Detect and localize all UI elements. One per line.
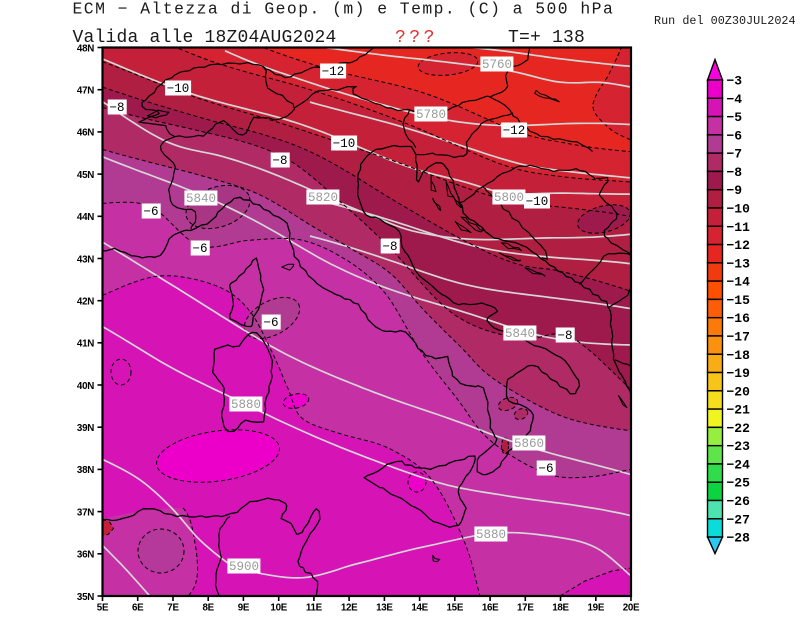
svg-text:−12: −12 bbox=[322, 65, 345, 79]
svg-text:17E: 17E bbox=[517, 603, 534, 614]
svg-text:−19: −19 bbox=[727, 366, 751, 381]
svg-text:5900: 5900 bbox=[229, 560, 259, 574]
svg-text:43N: 43N bbox=[77, 254, 94, 265]
svg-text:39N: 39N bbox=[77, 423, 94, 434]
svg-text:−24: −24 bbox=[727, 457, 751, 472]
svg-text:14E: 14E bbox=[411, 603, 428, 614]
svg-text:6E: 6E bbox=[132, 603, 144, 614]
svg-text:−9: −9 bbox=[727, 183, 743, 198]
svg-text:−8: −8 bbox=[557, 329, 572, 343]
svg-text:−28: −28 bbox=[727, 531, 751, 546]
svg-text:36N: 36N bbox=[77, 550, 94, 561]
svg-text:5880: 5880 bbox=[231, 398, 261, 412]
svg-text:−20: −20 bbox=[727, 384, 751, 399]
svg-text:−25: −25 bbox=[727, 476, 751, 491]
svg-text:5840: 5840 bbox=[505, 327, 535, 341]
svg-text:35N: 35N bbox=[77, 592, 94, 603]
svg-text:9E: 9E bbox=[238, 603, 250, 614]
svg-text:−10: −10 bbox=[526, 195, 549, 209]
svg-text:−8: −8 bbox=[382, 240, 397, 254]
svg-text:−6: −6 bbox=[143, 205, 158, 219]
svg-text:8E: 8E bbox=[203, 603, 215, 614]
svg-text:15E: 15E bbox=[447, 603, 464, 614]
svg-text:5880: 5880 bbox=[476, 528, 506, 542]
svg-text:−15: −15 bbox=[727, 293, 751, 308]
svg-text:T=+ 138: T=+ 138 bbox=[508, 28, 585, 48]
svg-text:11E: 11E bbox=[306, 603, 323, 614]
svg-text:−8: −8 bbox=[109, 101, 124, 115]
svg-text:−3: −3 bbox=[727, 74, 743, 89]
svg-text:−13: −13 bbox=[727, 256, 751, 271]
svg-text:−10: −10 bbox=[167, 82, 190, 96]
svg-text:5780: 5780 bbox=[416, 108, 446, 122]
svg-text:−21: −21 bbox=[727, 403, 751, 418]
svg-text:44N: 44N bbox=[77, 212, 94, 223]
svg-text:18E: 18E bbox=[552, 603, 569, 614]
svg-text:47N: 47N bbox=[77, 86, 94, 97]
svg-text:−27: −27 bbox=[727, 512, 750, 527]
svg-text:ECM − Altezza di Geop. (m) e T: ECM − Altezza di Geop. (m) e Temp. (C) a… bbox=[73, 0, 615, 19]
svg-text:−26: −26 bbox=[727, 494, 751, 509]
svg-text:12E: 12E bbox=[341, 603, 358, 614]
svg-text:−18: −18 bbox=[727, 348, 751, 363]
svg-text:−5: −5 bbox=[727, 110, 743, 125]
svg-text:−6: −6 bbox=[192, 242, 207, 256]
svg-text:19E: 19E bbox=[588, 603, 605, 614]
svg-text:−14: −14 bbox=[727, 275, 751, 290]
svg-text:5E: 5E bbox=[97, 603, 109, 614]
svg-text:Run del 00Z30JUL2024: Run del 00Z30JUL2024 bbox=[654, 14, 796, 28]
svg-text:5800: 5800 bbox=[494, 191, 524, 205]
svg-text:−23: −23 bbox=[727, 439, 751, 454]
svg-text:16E: 16E bbox=[482, 603, 499, 614]
svg-text:−17: −17 bbox=[727, 329, 750, 344]
svg-text:−11: −11 bbox=[727, 220, 751, 235]
svg-text:−12: −12 bbox=[727, 238, 751, 253]
svg-text:20E: 20E bbox=[623, 603, 640, 614]
svg-text:−10: −10 bbox=[727, 201, 751, 216]
svg-text:−6: −6 bbox=[538, 462, 553, 476]
svg-text:−22: −22 bbox=[727, 421, 751, 436]
svg-text:5760: 5760 bbox=[482, 58, 512, 72]
svg-text:−8: −8 bbox=[727, 165, 743, 180]
svg-text:10E: 10E bbox=[270, 603, 287, 614]
svg-text:−7: −7 bbox=[727, 147, 743, 162]
svg-text:−6: −6 bbox=[263, 316, 278, 330]
svg-text:−6: −6 bbox=[727, 128, 743, 143]
svg-text:40N: 40N bbox=[77, 381, 94, 392]
svg-text:38N: 38N bbox=[77, 465, 94, 476]
svg-text:???: ??? bbox=[395, 28, 438, 48]
svg-text:48N: 48N bbox=[77, 43, 94, 54]
svg-text:46N: 46N bbox=[77, 128, 94, 139]
svg-text:−16: −16 bbox=[727, 311, 751, 326]
svg-text:−12: −12 bbox=[503, 124, 526, 138]
svg-text:−8: −8 bbox=[272, 154, 287, 168]
svg-text:−10: −10 bbox=[333, 137, 356, 151]
svg-text:Valida alle 18Z04AUG2024: Valida alle 18Z04AUG2024 bbox=[73, 28, 337, 48]
svg-text:5820: 5820 bbox=[308, 191, 338, 205]
svg-text:−4: −4 bbox=[727, 92, 743, 107]
svg-text:45N: 45N bbox=[77, 170, 94, 181]
svg-text:5840: 5840 bbox=[186, 192, 216, 206]
svg-text:13E: 13E bbox=[376, 603, 393, 614]
svg-text:41N: 41N bbox=[77, 339, 94, 350]
svg-text:42N: 42N bbox=[77, 297, 94, 308]
svg-text:7E: 7E bbox=[167, 603, 179, 614]
svg-text:37N: 37N bbox=[77, 507, 94, 518]
svg-text:5860: 5860 bbox=[514, 437, 544, 451]
